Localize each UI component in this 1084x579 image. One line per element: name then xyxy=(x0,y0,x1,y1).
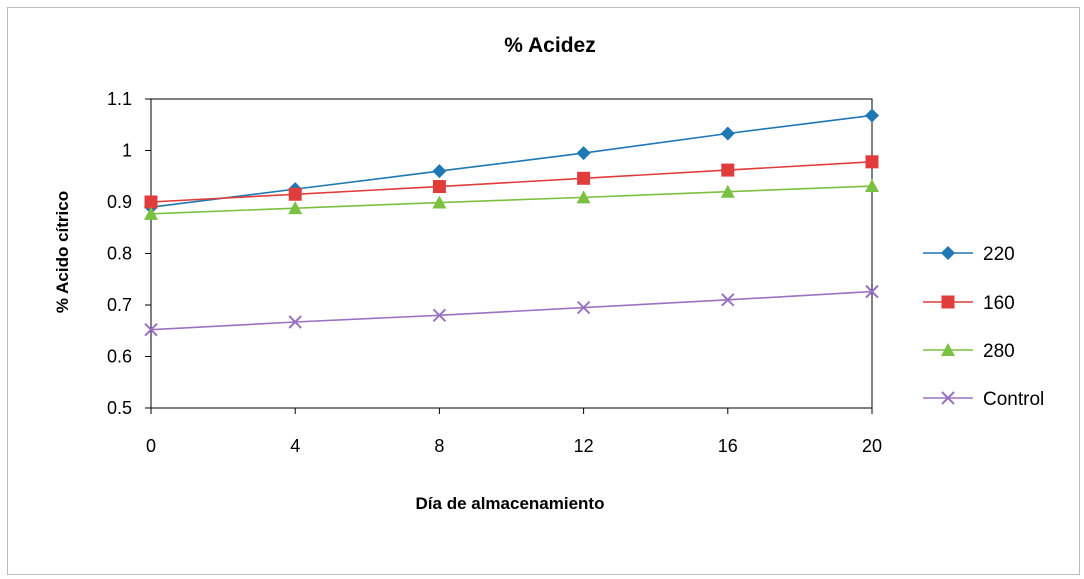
data-point xyxy=(144,195,158,209)
series-line xyxy=(150,161,873,203)
x-tick-label: 20 xyxy=(862,436,882,456)
data-point xyxy=(865,108,879,123)
data-point xyxy=(432,195,447,209)
legend: 220 160 280 Control xyxy=(923,244,1044,410)
y-tick-label: 0.7 xyxy=(107,295,132,315)
data-point xyxy=(288,315,302,329)
data-point xyxy=(720,184,735,198)
legend-marker xyxy=(941,246,955,260)
data-point xyxy=(865,284,879,299)
data-point xyxy=(721,293,735,307)
series-line xyxy=(150,185,873,215)
legend-label: Control xyxy=(983,389,1044,410)
y-tick-label: 0.6 xyxy=(107,347,132,367)
x-tick-label: 4 xyxy=(290,436,300,456)
x-tick-label: 12 xyxy=(574,436,594,456)
chart-title: % Acidez xyxy=(504,34,595,57)
data-point xyxy=(432,308,447,323)
legend-item-280: 280 xyxy=(923,341,1015,362)
y-axis-ticks: 0.5 0.6 0.7 0.8 0.9 1 1.1 xyxy=(107,89,151,418)
series-220 xyxy=(144,108,879,215)
series-line xyxy=(150,290,873,331)
series-160 xyxy=(144,155,879,209)
data-point xyxy=(432,164,447,179)
data-point xyxy=(288,201,303,215)
legend-marker xyxy=(941,343,955,356)
legend-label: 160 xyxy=(983,293,1015,314)
chart-frame xyxy=(7,7,1080,575)
plot-area xyxy=(150,98,873,409)
plot-border xyxy=(150,98,873,409)
data-point xyxy=(144,323,158,337)
data-point xyxy=(721,163,735,177)
x-tick-label: 16 xyxy=(718,436,738,456)
legend-item-control: Control xyxy=(923,389,1044,410)
x-tick-label: 0 xyxy=(146,436,156,456)
data-point xyxy=(865,179,879,193)
y-tick-label: 1.1 xyxy=(107,89,132,109)
legend-label: 280 xyxy=(983,341,1015,362)
data-point xyxy=(577,171,591,185)
data-point xyxy=(288,187,302,201)
y-tick-label: 0.8 xyxy=(107,244,132,264)
y-tick-label: 0.9 xyxy=(107,192,132,212)
x-axis-ticks: 0 4 8 12 16 20 xyxy=(146,408,882,456)
legend-marker xyxy=(941,391,955,405)
y-axis-label: % Acido cítrico xyxy=(53,191,72,313)
series-control xyxy=(144,284,879,337)
x-tick-label: 8 xyxy=(434,436,444,456)
legend-item-220: 220 xyxy=(923,244,1015,265)
series-group xyxy=(144,108,879,337)
data-point xyxy=(576,300,591,315)
y-tick-label: 0.5 xyxy=(107,398,132,418)
data-point xyxy=(576,190,591,204)
data-point xyxy=(720,126,735,141)
data-point xyxy=(432,180,446,194)
x-axis-label: Día de almacenamiento xyxy=(416,494,605,513)
data-point xyxy=(144,206,158,220)
data-point xyxy=(865,155,879,169)
legend-label: 220 xyxy=(983,244,1015,265)
series-line xyxy=(150,114,873,208)
legend-marker xyxy=(941,295,955,309)
legend-item-160: 160 xyxy=(923,293,1015,314)
y-tick-label: 1 xyxy=(122,141,132,161)
series-280 xyxy=(144,179,879,220)
data-point xyxy=(576,146,591,161)
